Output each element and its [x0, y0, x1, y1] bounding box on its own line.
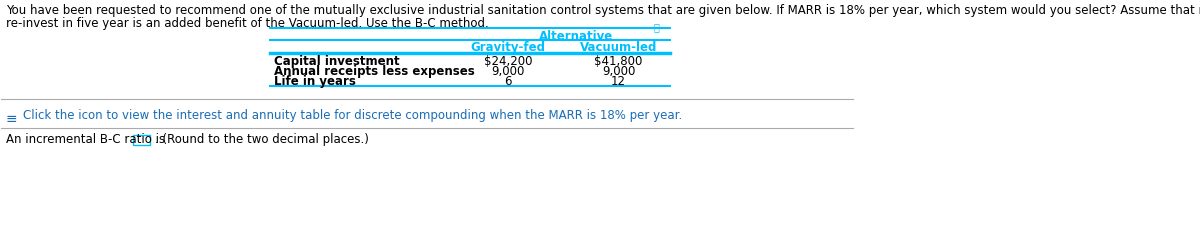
Text: . (Round to the two decimal places.): . (Round to the two decimal places.) [155, 133, 368, 146]
Text: ≡: ≡ [6, 112, 17, 126]
Text: Alternative: Alternative [539, 30, 613, 43]
Text: 6: 6 [504, 75, 511, 88]
Text: ⎙: ⎙ [654, 22, 660, 32]
FancyBboxPatch shape [133, 135, 150, 145]
Text: $41,800: $41,800 [594, 55, 643, 68]
Text: 9,000: 9,000 [491, 65, 524, 78]
Text: An incremental B-C ratio is: An incremental B-C ratio is [6, 133, 164, 146]
Text: $24,200: $24,200 [484, 55, 532, 68]
Text: 9,000: 9,000 [602, 65, 635, 78]
Text: Life in years: Life in years [274, 75, 355, 88]
Text: Click the icon to view the interest and annuity table for discrete compounding w: Click the icon to view the interest and … [23, 108, 682, 122]
Text: Vacuum-led: Vacuum-led [580, 41, 658, 54]
Text: Capital investment: Capital investment [274, 55, 400, 68]
Text: re-invest in five year is an added benefit of the Vacuum-led. Use the B-C method: re-invest in five year is an added benef… [6, 17, 488, 30]
Text: You have been requested to recommend one of the mutually exclusive industrial sa: You have been requested to recommend one… [6, 4, 1200, 17]
Text: Gravity-fed: Gravity-fed [470, 41, 545, 54]
Text: 12: 12 [611, 75, 626, 88]
Text: Annual receipts less expenses: Annual receipts less expenses [274, 65, 474, 78]
